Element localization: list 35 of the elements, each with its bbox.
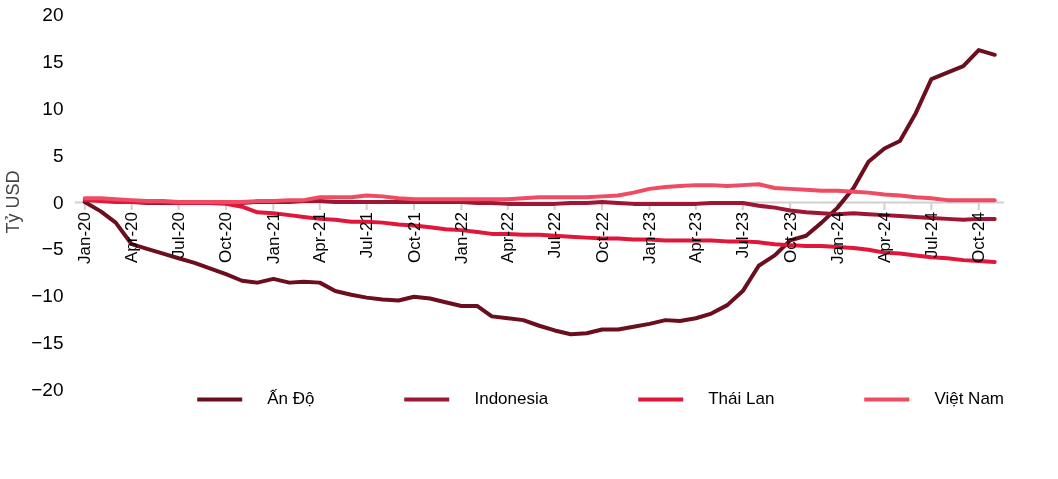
line-series [82,182,997,204]
x-tick-label: Jul-24 [921,211,941,259]
x-tick-label: Jan-23 [640,212,659,264]
y-tick-label: −5 [41,238,64,260]
legend-label: Ấn Độ [267,389,315,409]
x-tick-label: Oct-23 [780,211,800,264]
y-tick-label: 15 [42,50,64,72]
x-tick-label: Jul-20 [169,211,189,259]
x-tick-label: Apr-20 [122,211,142,264]
y-tick-label: 10 [42,97,64,119]
x-tick-label: Apr-21 [310,211,330,264]
legend-label: Thái Lan [708,389,775,409]
x-tick-label: Oct-22 [592,211,612,264]
x-tick-label: Oct-20 [216,211,236,264]
x-tick-label: Jan-20 [75,212,95,264]
y-tick-label: −15 [31,332,64,354]
x-tick-label: Apr-24 [874,211,894,264]
x-tick-label: Apr-23 [686,211,706,264]
legend-label: Indonesia [474,389,549,409]
y-axis-title: Tỷ USD [3,170,24,234]
x-tick-label: Jul-22 [545,211,565,259]
x-tick-label: Jan-24 [828,212,848,264]
x-tick-label: Jan-21 [263,212,283,264]
y-tick-label: 20 [42,4,64,25]
y-tick-label: −10 [31,285,64,307]
y-tick-label: −20 [31,379,64,400]
y-tick-label: 5 [52,144,64,166]
x-tick-label: Oct-24 [969,211,989,264]
x-tick-label: Jul-23 [733,211,753,259]
x-tick-label: Oct-21 [404,211,424,264]
legend-label: Việt Nam [934,389,1004,409]
x-tick-label: Apr-22 [498,211,518,264]
y-tick-label: 0 [52,191,64,213]
x-tick-label: Jan-22 [451,212,471,264]
x-tick-label: Jul-21 [357,211,377,259]
